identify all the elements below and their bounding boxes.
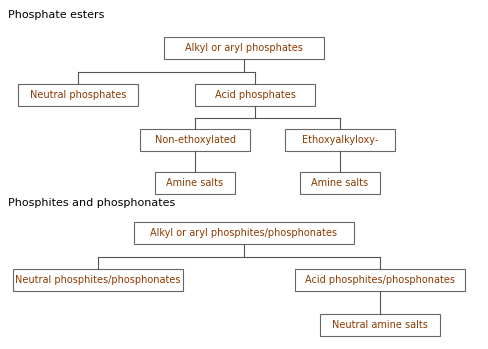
FancyBboxPatch shape xyxy=(285,129,395,151)
Text: Neutral amine salts: Neutral amine salts xyxy=(332,320,428,330)
Text: Acid phosphates: Acid phosphates xyxy=(215,90,295,100)
Text: Alkyl or aryl phosphites/phosphonates: Alkyl or aryl phosphites/phosphonates xyxy=(150,228,338,238)
FancyBboxPatch shape xyxy=(18,84,138,106)
Text: Neutral phosphates: Neutral phosphates xyxy=(30,90,126,100)
Text: Acid phosphites/phosphonates: Acid phosphites/phosphonates xyxy=(305,275,455,285)
Text: Phosphites and phosphonates: Phosphites and phosphonates xyxy=(8,198,175,208)
Text: Ethoxyalkyloxy-: Ethoxyalkyloxy- xyxy=(302,135,378,145)
Text: Non-ethoxylated: Non-ethoxylated xyxy=(155,135,236,145)
FancyBboxPatch shape xyxy=(195,84,315,106)
FancyBboxPatch shape xyxy=(320,314,440,336)
FancyBboxPatch shape xyxy=(140,129,250,151)
Text: Phosphate esters: Phosphate esters xyxy=(8,10,104,20)
FancyBboxPatch shape xyxy=(155,172,235,194)
Text: Neutral phosphites/phosphonates: Neutral phosphites/phosphonates xyxy=(15,275,181,285)
Text: Amine salts: Amine salts xyxy=(311,178,368,188)
FancyBboxPatch shape xyxy=(164,37,324,59)
Text: Alkyl or aryl phosphates: Alkyl or aryl phosphates xyxy=(185,43,303,53)
FancyBboxPatch shape xyxy=(295,269,465,291)
FancyBboxPatch shape xyxy=(134,222,354,244)
Text: Amine salts: Amine salts xyxy=(166,178,224,188)
FancyBboxPatch shape xyxy=(13,269,183,291)
FancyBboxPatch shape xyxy=(300,172,380,194)
